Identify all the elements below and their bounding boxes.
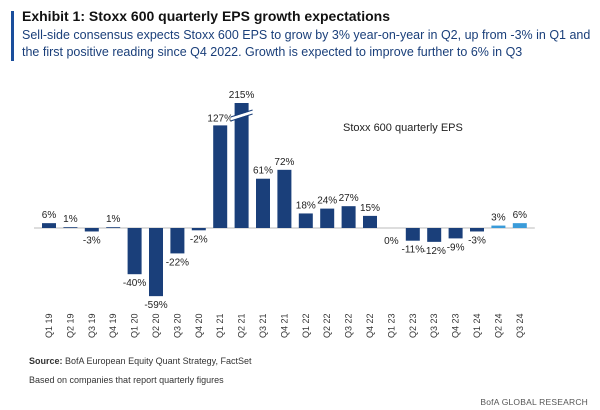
data-label: 215% — [229, 90, 255, 101]
tick-label: Q1 19 — [44, 313, 54, 338]
data-label: 3% — [491, 213, 506, 224]
tick-label: Q3 23 — [429, 313, 439, 338]
tick-label: Q1 21 — [215, 313, 225, 338]
bar-q3-22 — [341, 206, 356, 228]
tick-label: Q2 22 — [322, 313, 332, 338]
bar-q1-20 — [127, 228, 142, 275]
tick-label: Q3 20 — [172, 313, 182, 338]
bar-q4-21 — [277, 169, 292, 228]
axis-break-line-lower — [230, 113, 253, 122]
tick-label: Q1 20 — [130, 313, 140, 338]
data-label: 0% — [384, 236, 399, 247]
data-label: -3% — [468, 235, 486, 246]
data-label: 1% — [63, 214, 78, 225]
bar-q2-22 — [320, 208, 335, 228]
tick-label: Q2 23 — [408, 313, 418, 338]
bar-q4-23 — [448, 228, 463, 239]
data-label: 18% — [296, 200, 316, 211]
data-label: 127% — [207, 113, 233, 124]
bar-q1-19 — [42, 223, 56, 228]
bar-q4-20 — [191, 228, 206, 231]
tick-label: Q4 23 — [451, 313, 461, 338]
tick-label: Q1 24 — [472, 313, 482, 338]
bar-q3-20 — [170, 228, 185, 254]
bar-q3-19 — [84, 228, 99, 232]
exhibit-subtitle: Sell-side consensus expects Stoxx 600 EP… — [22, 28, 591, 59]
series-legend: Stoxx 600 quarterly EPS — [343, 122, 463, 134]
tick-label: Q1 23 — [386, 313, 396, 338]
title-accent-bar — [11, 11, 14, 61]
bar-q4-22 — [363, 215, 377, 228]
bar-q2-20 — [149, 228, 163, 297]
tick-label: Q2 19 — [65, 313, 75, 338]
source-note: Source: BofA European Equity Quant Strat… — [29, 356, 251, 366]
bar-q3-23 — [427, 228, 442, 242]
tick-label: Q3 21 — [258, 313, 268, 338]
tick-label: Q3 24 — [515, 313, 525, 338]
axis-break-line-upper — [230, 109, 253, 118]
data-label: 1% — [106, 214, 121, 225]
tick-label: Q4 22 — [365, 313, 375, 338]
tick-label: Q1 22 — [301, 313, 311, 338]
tick-label: Q4 21 — [279, 313, 289, 338]
brand-label: BofA GLOBAL RESEARCH — [480, 397, 588, 407]
data-label: 72% — [274, 157, 294, 168]
data-label: 6% — [513, 210, 528, 221]
data-label: -2% — [190, 234, 208, 245]
exhibit-title: Exhibit 1: Stoxx 600 quarterly EPS growt… — [22, 8, 390, 24]
axis-break-gap — [230, 110, 254, 121]
data-label: 24% — [317, 196, 337, 207]
source-label: Source: — [29, 356, 63, 366]
methodology-note: Based on companies that report quarterly… — [29, 375, 224, 385]
tick-label: Q2 21 — [237, 313, 247, 338]
bar-q1-21 — [213, 125, 228, 228]
bar-q2-23 — [405, 228, 420, 241]
tick-label: Q4 20 — [194, 313, 204, 338]
tick-label: Q2 20 — [151, 313, 161, 338]
tick-label: Q3 19 — [87, 313, 97, 338]
bar-q3-24 — [512, 223, 527, 228]
data-label: -12% — [423, 246, 446, 257]
data-label: -59% — [144, 300, 167, 311]
data-label: -9% — [447, 242, 465, 253]
data-label: -3% — [83, 235, 101, 246]
bar-q4-19 — [106, 227, 121, 228]
data-label: 27% — [339, 193, 359, 204]
bar-q1-24 — [470, 228, 484, 232]
data-label: -40% — [123, 278, 146, 289]
bar-q2-24 — [491, 225, 506, 228]
bar-q1-22 — [298, 213, 313, 228]
tick-label: Q3 22 — [344, 313, 354, 338]
bar-q2-21 — [234, 103, 249, 228]
source-text: BofA European Equity Quant Strategy, Fac… — [62, 356, 252, 366]
tick-label: Q4 19 — [108, 313, 118, 338]
tick-label: Q2 24 — [493, 313, 503, 338]
data-label: 6% — [42, 210, 57, 221]
data-label: -22% — [166, 257, 189, 268]
data-label: -11% — [401, 245, 424, 256]
bar-q3-21 — [256, 178, 270, 228]
data-label: 61% — [253, 166, 273, 177]
data-label: 15% — [360, 203, 380, 214]
bar-q2-19 — [63, 227, 78, 228]
